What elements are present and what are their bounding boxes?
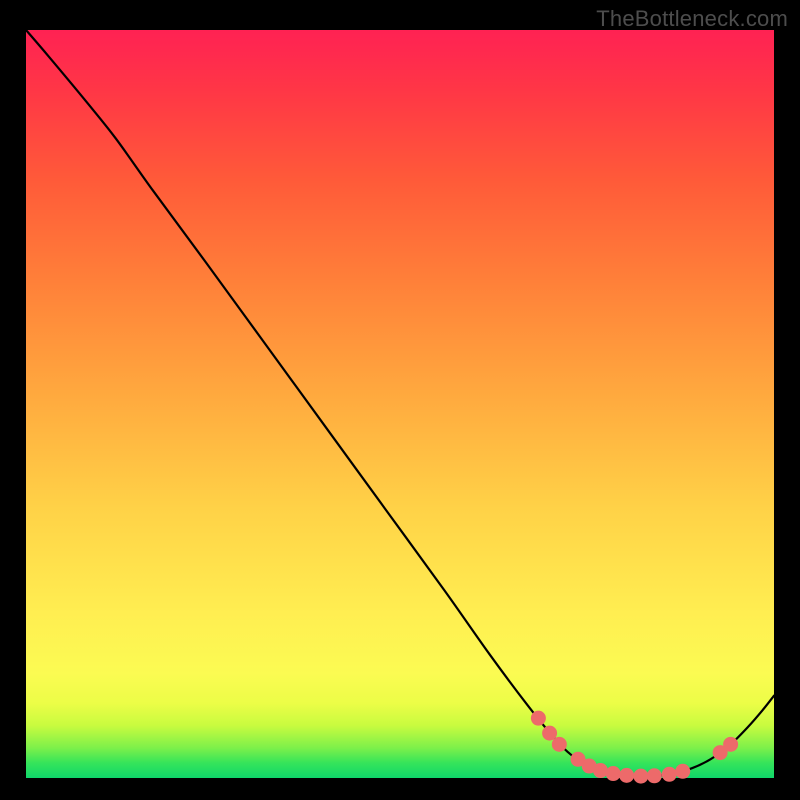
curve-svg bbox=[26, 30, 774, 778]
curve-marker bbox=[723, 737, 738, 752]
curve-marker bbox=[606, 766, 621, 781]
plot-area bbox=[26, 30, 774, 778]
curve-marker bbox=[593, 763, 608, 778]
curve-marker bbox=[662, 767, 677, 782]
curve-marker bbox=[675, 764, 690, 779]
bottleneck-curve-path bbox=[26, 30, 774, 777]
curve-marker bbox=[633, 769, 648, 784]
curve-marker bbox=[647, 768, 662, 783]
watermark-text: TheBottleneck.com bbox=[596, 6, 788, 32]
marker-group bbox=[531, 711, 738, 784]
curve-marker bbox=[552, 737, 567, 752]
curve-marker bbox=[619, 768, 634, 783]
chart-container: TheBottleneck.com bbox=[0, 0, 800, 800]
curve-marker bbox=[531, 711, 546, 726]
